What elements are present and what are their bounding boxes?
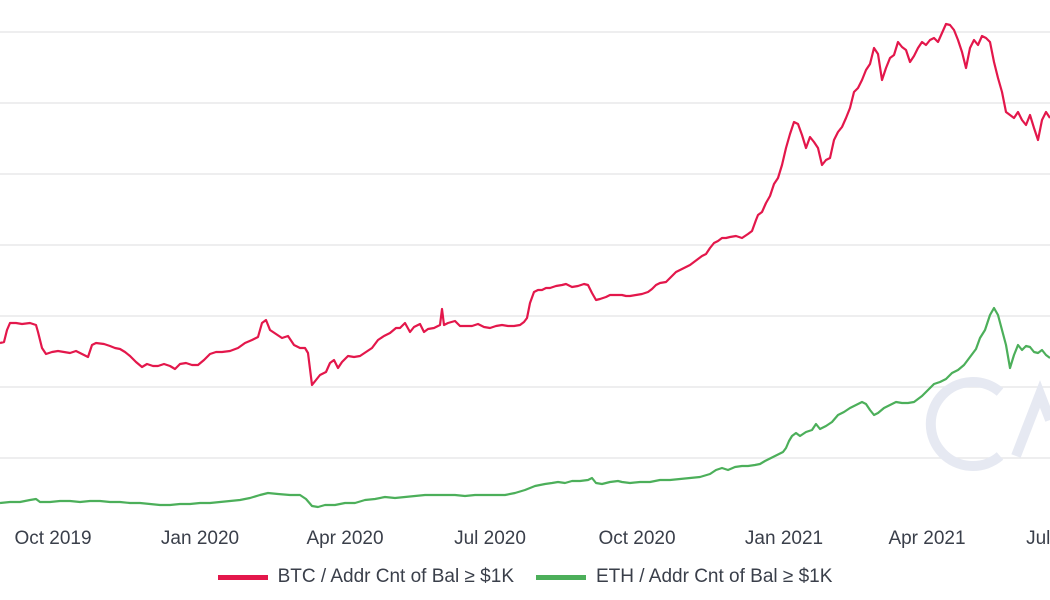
btc-series-line	[0, 22, 1050, 387]
x-tick-label: Oct 2019	[14, 528, 92, 549]
legend-label-btc: BTC / Addr Cnt of Bal ≥ $1K	[277, 566, 514, 587]
x-tick-label: Apr 2021	[888, 528, 966, 549]
legend-item-eth[interactable]: ETH / Addr Cnt of Bal ≥ $1K	[536, 566, 832, 588]
legend-label-eth: ETH / Addr Cnt of Bal ≥ $1K	[596, 566, 833, 587]
x-tick-label: Apr 2020	[306, 528, 384, 549]
chart-legend: BTC / Addr Cnt of Bal ≥ $1K ETH / Addr C…	[0, 566, 1050, 588]
gridlines	[0, 31, 1050, 459]
legend-item-btc[interactable]: BTC / Addr Cnt of Bal ≥ $1K	[217, 566, 514, 588]
x-tick-label: Jul 2020	[454, 528, 526, 549]
x-tick-label: Oct 2020	[598, 528, 676, 549]
x-tick-label: Jan 2020	[160, 528, 240, 549]
eth-series-line	[0, 306, 1050, 509]
watermark-logo	[925, 377, 1050, 471]
x-tick-label: Jan 2021	[744, 528, 824, 549]
btc-swatch-icon	[217, 574, 268, 580]
x-tick-label: Jul 2021	[1026, 528, 1050, 549]
eth-swatch-icon	[536, 574, 586, 580]
